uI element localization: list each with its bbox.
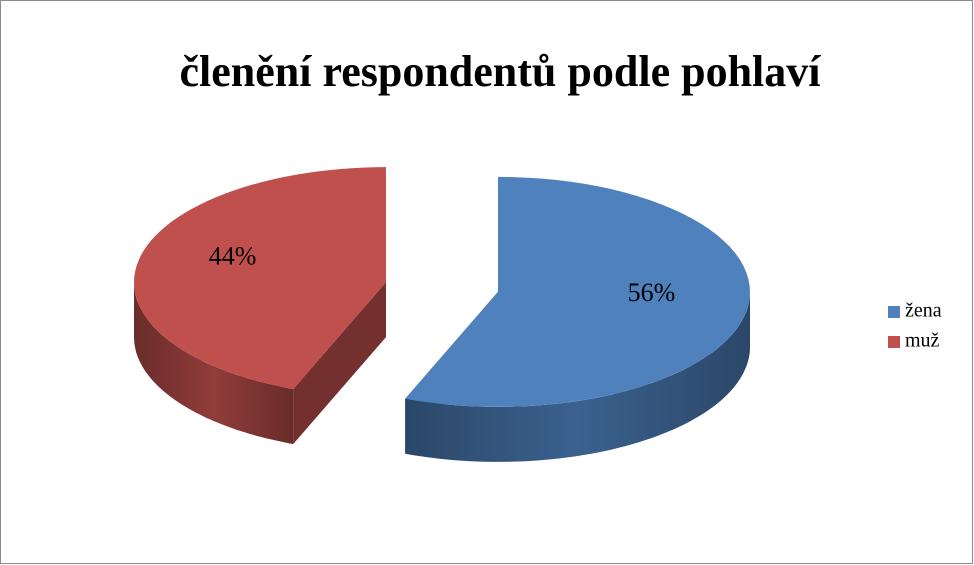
pie-slice	[134, 167, 386, 390]
legend-swatch	[888, 336, 900, 348]
slice-side	[405, 291, 750, 462]
chart-title: členění respondentů podle pohlaví	[180, 47, 822, 96]
slice-wall	[293, 282, 386, 445]
legend-swatch	[888, 306, 900, 318]
legend-label: žena	[905, 300, 942, 322]
slice-side	[134, 282, 294, 445]
data-label: 56%	[628, 278, 676, 307]
pie-slice	[405, 176, 750, 407]
data-label: 44%	[209, 242, 257, 271]
legend-label: muž	[905, 330, 940, 352]
